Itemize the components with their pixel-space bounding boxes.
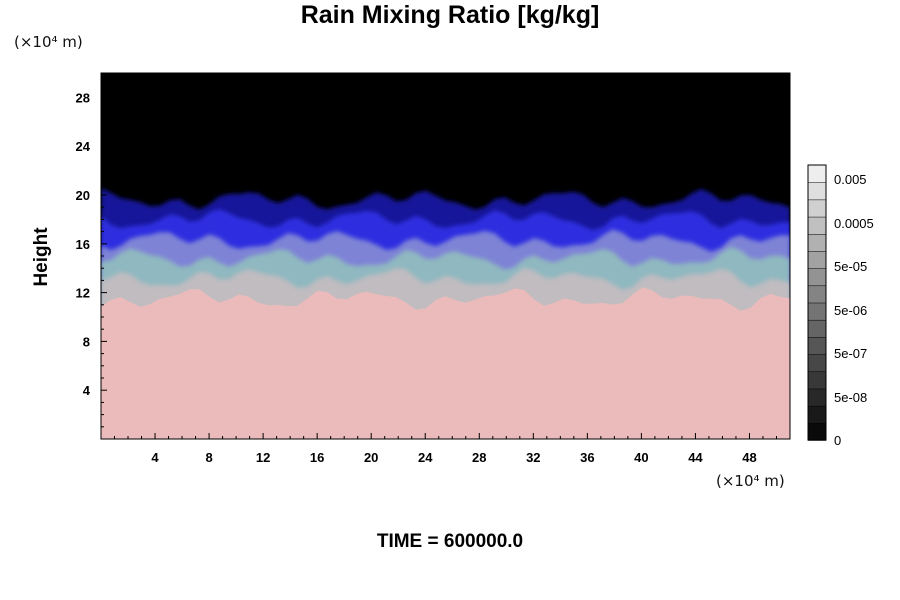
colorbar-label: 0.0005 [834, 216, 874, 231]
y-tick-label: 8 [83, 334, 90, 349]
colorbar: 0.005 0.0005 5e-05 5e-06 5e-07 5e-08 0 [807, 164, 874, 448]
x-tick-label: 20 [364, 450, 378, 465]
colorbar-band [807, 319, 827, 338]
colorbar-band [807, 164, 827, 183]
colorbar-label: 5e-08 [834, 390, 867, 405]
plot-area [100, 72, 791, 440]
colorbar-band [807, 216, 827, 235]
colorbar-band [807, 336, 827, 355]
colorbar-band [807, 199, 827, 218]
y-axis-unit: (×10⁴ m) [14, 33, 83, 51]
colorbar-band [807, 267, 827, 287]
colorbar-label: 5e-05 [834, 259, 867, 274]
x-tick-label: 12 [256, 450, 270, 465]
x-tick-label: 16 [310, 450, 324, 465]
colorbar-band [807, 302, 827, 321]
colorbar-band [807, 422, 827, 441]
x-axis-unit: (×10⁴ m) [716, 472, 785, 490]
colorbar-frame [807, 164, 827, 441]
x-tick-label: 8 [205, 450, 212, 465]
colorbar-band [807, 233, 827, 252]
colorbar-label: 0 [834, 433, 841, 448]
y-axis: 4 8 12 16 20 24 28 [76, 84, 107, 428]
colorbar-label: 5e-07 [834, 346, 867, 361]
colorbar-label: 5e-06 [834, 303, 867, 318]
colorbar-band [807, 371, 827, 390]
colorbar-band [807, 285, 827, 304]
y-tick-label: 20 [76, 188, 90, 203]
colorbar-label: 0.005 [834, 172, 867, 187]
y-tick-label: 16 [76, 237, 90, 252]
heatmap-field [101, 73, 790, 439]
x-tick-label: 32 [526, 450, 540, 465]
colorbar-band [807, 181, 827, 201]
colorbar-band [807, 353, 827, 372]
colorbar-band [807, 388, 827, 407]
x-tick-label: 36 [580, 450, 594, 465]
x-axis: 4 8 12 16 20 24 28 32 36 40 44 48 [114, 433, 777, 465]
y-tick-label: 12 [76, 286, 90, 301]
x-tick-label: 44 [688, 450, 703, 465]
x-tick-label: 28 [472, 450, 486, 465]
x-tick-label: 24 [418, 450, 433, 465]
x-tick-label: 4 [151, 450, 159, 465]
colorbar-band [807, 405, 827, 424]
colorbar-band [807, 250, 827, 269]
chart-title: Rain Mixing Ratio [kg/kg] [300, 1, 600, 29]
x-tick-label: 48 [742, 450, 756, 465]
y-tick-label: 24 [76, 139, 91, 154]
time-label: TIME = 600000.0 [376, 531, 524, 552]
y-tick-label: 4 [83, 383, 91, 398]
heatmap-layer [101, 287, 790, 439]
y-tick-label: 28 [76, 90, 90, 105]
x-tick-label: 40 [634, 450, 648, 465]
